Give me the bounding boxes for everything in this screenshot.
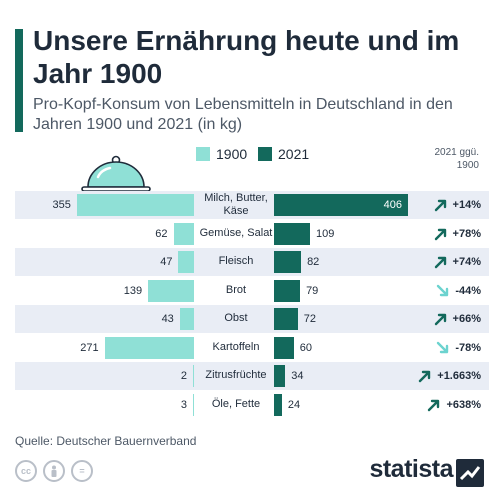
change-value: +1.663%	[437, 370, 481, 382]
bar-2021	[274, 222, 310, 245]
chart-row: 271 60 Kartoffeln -78%	[15, 334, 489, 362]
chart-row: 355 406 Milch, Butter, Käse +14%	[15, 191, 489, 219]
change-label: -78%	[436, 340, 481, 356]
value-label-2021: 109	[315, 227, 335, 240]
title-accent-bar	[15, 29, 23, 132]
arrow-up-right-icon	[434, 313, 446, 326]
category-label: Fleisch	[218, 255, 254, 267]
category-label: Brot	[225, 283, 247, 296]
value-label-2021: 79	[306, 284, 319, 297]
value-label-2021: 24	[287, 398, 301, 411]
change-label: +638%	[427, 397, 481, 413]
bar-2021	[274, 194, 408, 216]
category-label: Öle, Fette	[211, 397, 261, 410]
change-value: +66%	[452, 313, 481, 325]
bar-2021	[274, 365, 286, 387]
bar-2021	[274, 251, 302, 273]
category-label: Gemüse, Salat	[199, 226, 273, 239]
bar-2021	[274, 393, 282, 416]
legend-swatch-1900	[196, 147, 210, 161]
bar-1900	[193, 393, 194, 416]
change-label: +1.663%	[418, 368, 481, 384]
chart-row: 43 72 Obst +66%	[15, 305, 489, 333]
chart-row: 47 82 Fleisch +74%	[15, 248, 489, 276]
change-label: +74%	[434, 254, 481, 270]
statista-logo-text: statista	[369, 455, 453, 483]
value-label-1900: 2	[180, 370, 187, 382]
change-label: +78%	[434, 226, 481, 242]
chart-row: 139 79 Brot -44%	[15, 277, 489, 305]
bar-1900	[104, 336, 194, 359]
value-label-1900: 43	[161, 313, 174, 325]
value-label-1900: 47	[160, 256, 173, 268]
bar-2021	[274, 279, 301, 302]
equals-icon[interactable]: =	[71, 460, 93, 482]
change-value: +78%	[452, 227, 481, 240]
legend-item-1900: 1900	[196, 146, 247, 162]
legend-swatch-2021	[258, 147, 272, 161]
arrow-up-right-icon	[434, 256, 446, 269]
change-value: +74%	[452, 256, 481, 268]
change-label: +66%	[434, 311, 481, 327]
value-label-2021: 82	[307, 256, 320, 268]
value-label-2021: 72	[303, 313, 316, 325]
cc-icon[interactable]: cc	[15, 460, 37, 482]
category-label: Obst	[224, 312, 248, 324]
value-label-1900: 271	[80, 341, 99, 354]
bar-1900	[178, 251, 194, 273]
chart-row: 3 24 Öle, Fette +638%	[15, 391, 489, 419]
person-icon[interactable]	[43, 460, 65, 482]
chart-row: 62 109 Gemüse, Salat +78%	[15, 220, 489, 248]
value-label-1900: 355	[52, 199, 71, 211]
category-label: Milch, Butter, Käse	[204, 192, 268, 217]
change-value: +638%	[446, 398, 481, 411]
bar-1900	[76, 194, 194, 216]
value-label-2021: 406	[383, 199, 402, 211]
bar-1900	[173, 222, 194, 245]
arrow-down-right-icon	[437, 284, 449, 296]
category-label: Zitrusfrüchte	[205, 369, 267, 381]
bar-1900	[148, 279, 194, 302]
value-label-2021: 60	[299, 341, 313, 354]
source-note: Quelle: Deutscher Bauernverband	[15, 434, 197, 448]
change-label: -44%	[436, 283, 481, 299]
value-label-2021: 34	[291, 370, 304, 382]
change-column-header: 2021 ggü. 1900	[434, 147, 480, 171]
category-label: Kartoffeln	[212, 340, 260, 353]
change-value: -44%	[455, 284, 481, 297]
bar-2021	[274, 336, 294, 359]
chart-title: Unsere Ernährung heute und im Jahr 1900	[33, 25, 460, 89]
arrow-up-right-icon	[419, 370, 431, 383]
arrow-up-right-icon	[434, 199, 446, 212]
value-label-1900: 139	[123, 284, 143, 297]
bar-1900	[179, 308, 194, 330]
food-cloche-icon	[81, 155, 151, 192]
value-label-1900: 3	[180, 398, 187, 411]
statista-logo-icon	[456, 459, 484, 487]
change-label: +14%	[434, 197, 481, 213]
chart-subtitle: Pro-Kopf-Konsum von Lebensmitteln in Deu…	[33, 96, 453, 133]
arrow-up-right-icon	[428, 399, 440, 411]
value-label-1900: 62	[155, 227, 168, 240]
bar-1900	[193, 365, 194, 387]
legend-label-2021: 2021	[278, 146, 310, 162]
arrow-down-right-icon	[437, 341, 449, 353]
change-value: +14%	[452, 199, 481, 211]
chart-row: 2 34 Zitrusfrüchte +1.663%	[15, 362, 489, 390]
arrow-up-right-icon	[434, 228, 446, 240]
legend-item-2021: 2021	[258, 146, 309, 162]
change-value: -78%	[455, 341, 481, 354]
legend: 1900 2021	[0, 144, 499, 164]
bar-2021	[274, 308, 298, 330]
legend-label-1900: 1900	[216, 146, 248, 162]
license-icons: cc =	[15, 460, 93, 482]
